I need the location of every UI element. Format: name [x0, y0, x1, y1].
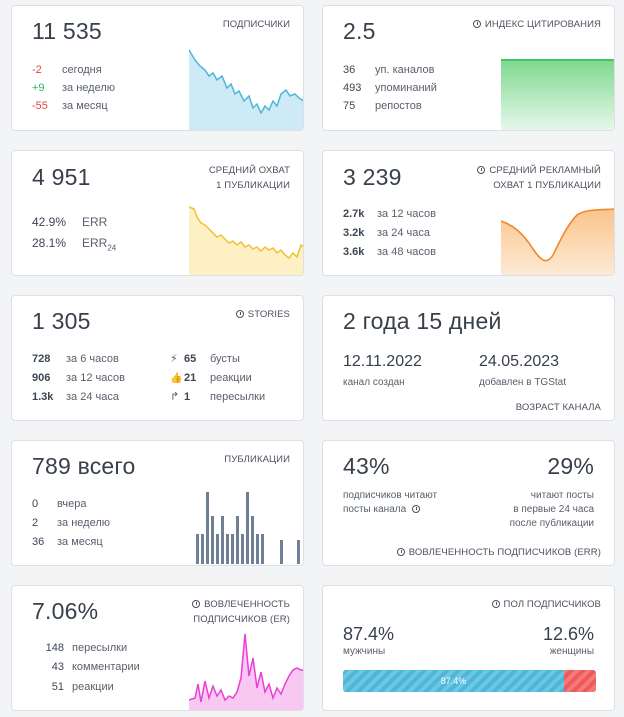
citation-sparkline	[501, 59, 614, 130]
stories-forwards: ↱ 1 пересылки	[170, 391, 266, 403]
reach-err24: 28.1% ERR24	[32, 236, 117, 253]
citation-mentions: 493 упоминаний	[343, 82, 437, 94]
ad-reach-label: СРЕДНИЙ РЕКЛАМНЫЙ ОХВАТ 1 ПУБЛИКАЦИИ	[477, 163, 601, 193]
reach-card[interactable]: 4 951 СРЕДНИЙ ОХВАТ 1 ПУБЛИКАЦИИ 42.9% ERR…	[11, 150, 304, 276]
stories-12h: 906 за 12 часов	[32, 372, 125, 384]
engagement-left-text: подписчиков читают посты канала	[343, 490, 438, 515]
stories-card[interactable]: 1 305 STORIES 728 за 6 часов 906 за 12 час…	[11, 295, 304, 421]
added-date: 24.05.2023	[479, 353, 560, 370]
gender-label: ПОЛ ПОДПИСЧИКОВ	[491, 597, 601, 612]
forward-arrow-icon: ↱	[170, 391, 180, 403]
er-value: 7.06%	[32, 598, 99, 624]
citation-label: ИНДЕКС ЦИТИРОВАНИЯ	[472, 17, 601, 32]
female-pct: 12.6%	[542, 624, 594, 644]
info-icon	[472, 20, 481, 28]
subscribers-month: -55 за месяц	[32, 100, 108, 112]
er-label: ВОВЛЕЧЕННОСТЬ ПОДПИСЧИКОВ (ER)	[192, 599, 290, 625]
subscribers-card[interactable]: 11 535 ПОДПИСЧИКИ -2 сегодня +9 за неделю …	[11, 5, 304, 131]
channel-age-value: 2 года 15 дней	[343, 308, 502, 334]
publications-yesterday: 0 вчера	[32, 498, 87, 510]
ad-reach-sparkline	[501, 208, 614, 275]
stories-boosts: ⚡ 65 бусты	[170, 353, 240, 365]
engagement-err-card[interactable]: 43% 29% подписчиков читают посты канала ч…	[322, 440, 615, 566]
subscribers-sparkline	[189, 49, 303, 130]
ad-reach-12h: 2.7k за 12 часов	[343, 208, 436, 220]
engagement-right-pct: 29%	[547, 453, 594, 479]
added-label: добавлен в TGStat	[479, 377, 567, 388]
created-label: канал создан	[343, 377, 405, 388]
ad-reach-value: 3 239	[343, 164, 402, 190]
subscribers-count: 11 535	[32, 18, 102, 44]
info-icon	[235, 310, 244, 318]
citation-channels: 36 уп. каналов	[343, 64, 435, 76]
citation-index: 2.5	[343, 18, 376, 44]
er-forwards: 148 пересылки	[45, 642, 128, 654]
lightning-icon: ⚡	[170, 353, 178, 365]
citation-reposts: 75 репостов	[343, 100, 422, 112]
gender-bar-text: 87.4%	[440, 676, 467, 686]
ad-reach-48h: 3.6k за 48 часов	[343, 246, 436, 258]
publications-label: ПУБЛИКАЦИИ	[224, 454, 290, 465]
thumbs-up-icon: 👍	[170, 373, 183, 384]
publications-bar-chart	[192, 491, 303, 564]
info-icon	[491, 600, 500, 608]
channel-age-card[interactable]: 2 года 15 дней 12.11.2022 канал создан 2…	[322, 295, 615, 421]
info-icon	[477, 166, 486, 174]
engagement-err-label: ВОВЛЕЧЕННОСТЬ ПОДПИСЧИКОВ (ERR)	[396, 545, 601, 560]
reach-value: 4 951	[32, 164, 91, 190]
publications-card[interactable]: 789 всего ПУБЛИКАЦИИ 0 вчера 2 за неделю 3…	[11, 440, 304, 566]
citation-card[interactable]: 2.5 ИНДЕКС ЦИТИРОВАНИЯ 36 уп. каналов 493…	[322, 5, 615, 131]
stories-value: 1 305	[32, 308, 91, 334]
reach-err: 42.9% ERR	[32, 215, 108, 229]
stories-24h: 1.3k за 24 часа	[32, 391, 119, 403]
er-reactions: 51 реакции	[51, 681, 114, 693]
er-sparkline	[189, 633, 303, 710]
reach-label: СРЕДНИЙ ОХВАТ 1 ПУБЛИКАЦИИ	[208, 165, 290, 191]
er-comments: 43 комментарии	[51, 661, 140, 673]
created-date: 12.11.2022	[343, 353, 422, 370]
publications-week: 2 за неделю	[32, 517, 111, 529]
gender-card[interactable]: ПОЛ ПОДПИСЧИКОВ 87.4% мужчины 12.6% женщ…	[322, 585, 615, 711]
stories-reactions: 👍 21 реакции	[170, 372, 252, 384]
channel-age-label: ВОЗРАСТ КАНАЛА	[515, 402, 601, 413]
engagement-left-pct: 43%	[343, 453, 390, 479]
info-icon	[411, 505, 420, 513]
gender-bar: 87.4%	[343, 670, 596, 692]
er-card[interactable]: 7.06% ВОВЛЕЧЕННОСТЬ ПОДПИСЧИКОВ (ER) 148 п…	[11, 585, 304, 711]
publications-total: 789 всего	[32, 453, 136, 479]
male-pct: 87.4%	[343, 624, 395, 644]
subscribers-today: -2 сегодня	[32, 64, 102, 76]
ad-reach-card[interactable]: 3 239 СРЕДНИЙ РЕКЛАМНЫЙ ОХВАТ 1 ПУБЛИКАЦИ…	[322, 150, 615, 276]
stories-6h: 728 за 6 часов	[32, 353, 119, 365]
subscribers-label: ПОДПИСЧИКИ	[222, 19, 290, 30]
publications-month: 36 за месяц	[32, 536, 103, 548]
engagement-right-text: читают посты в первые 24 часа после публик…	[509, 490, 594, 529]
reach-sparkline	[189, 206, 303, 275]
stories-label: STORIES	[235, 307, 290, 322]
info-icon	[396, 548, 405, 556]
subscribers-week: +9 за неделю	[32, 82, 116, 94]
gender-bar-male	[343, 670, 565, 692]
male-label: мужчины	[343, 646, 386, 657]
info-icon	[192, 600, 201, 608]
female-label: женщины	[549, 646, 594, 657]
ad-reach-24h: 3.2k за 24 часа	[343, 227, 430, 239]
